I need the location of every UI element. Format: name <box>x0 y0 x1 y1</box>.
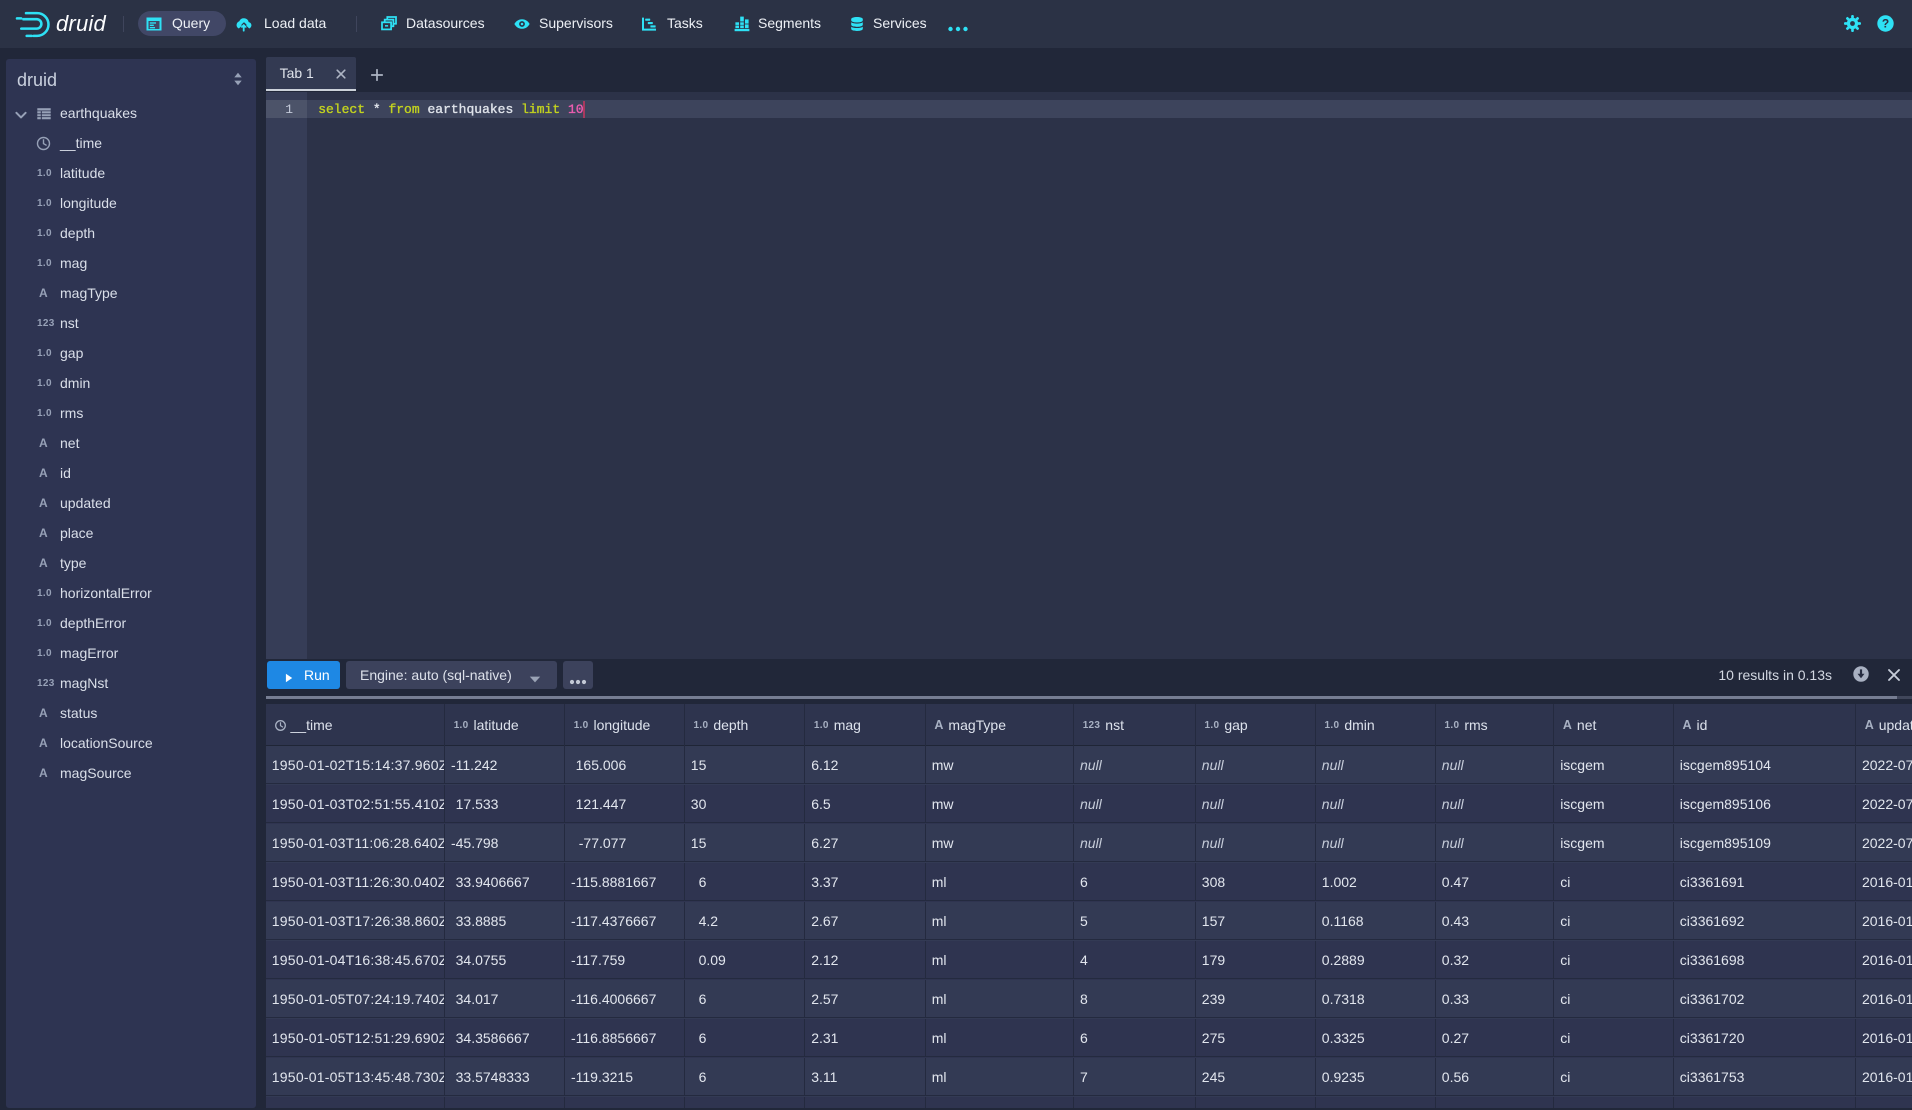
svg-text:?: ? <box>1882 17 1889 31</box>
